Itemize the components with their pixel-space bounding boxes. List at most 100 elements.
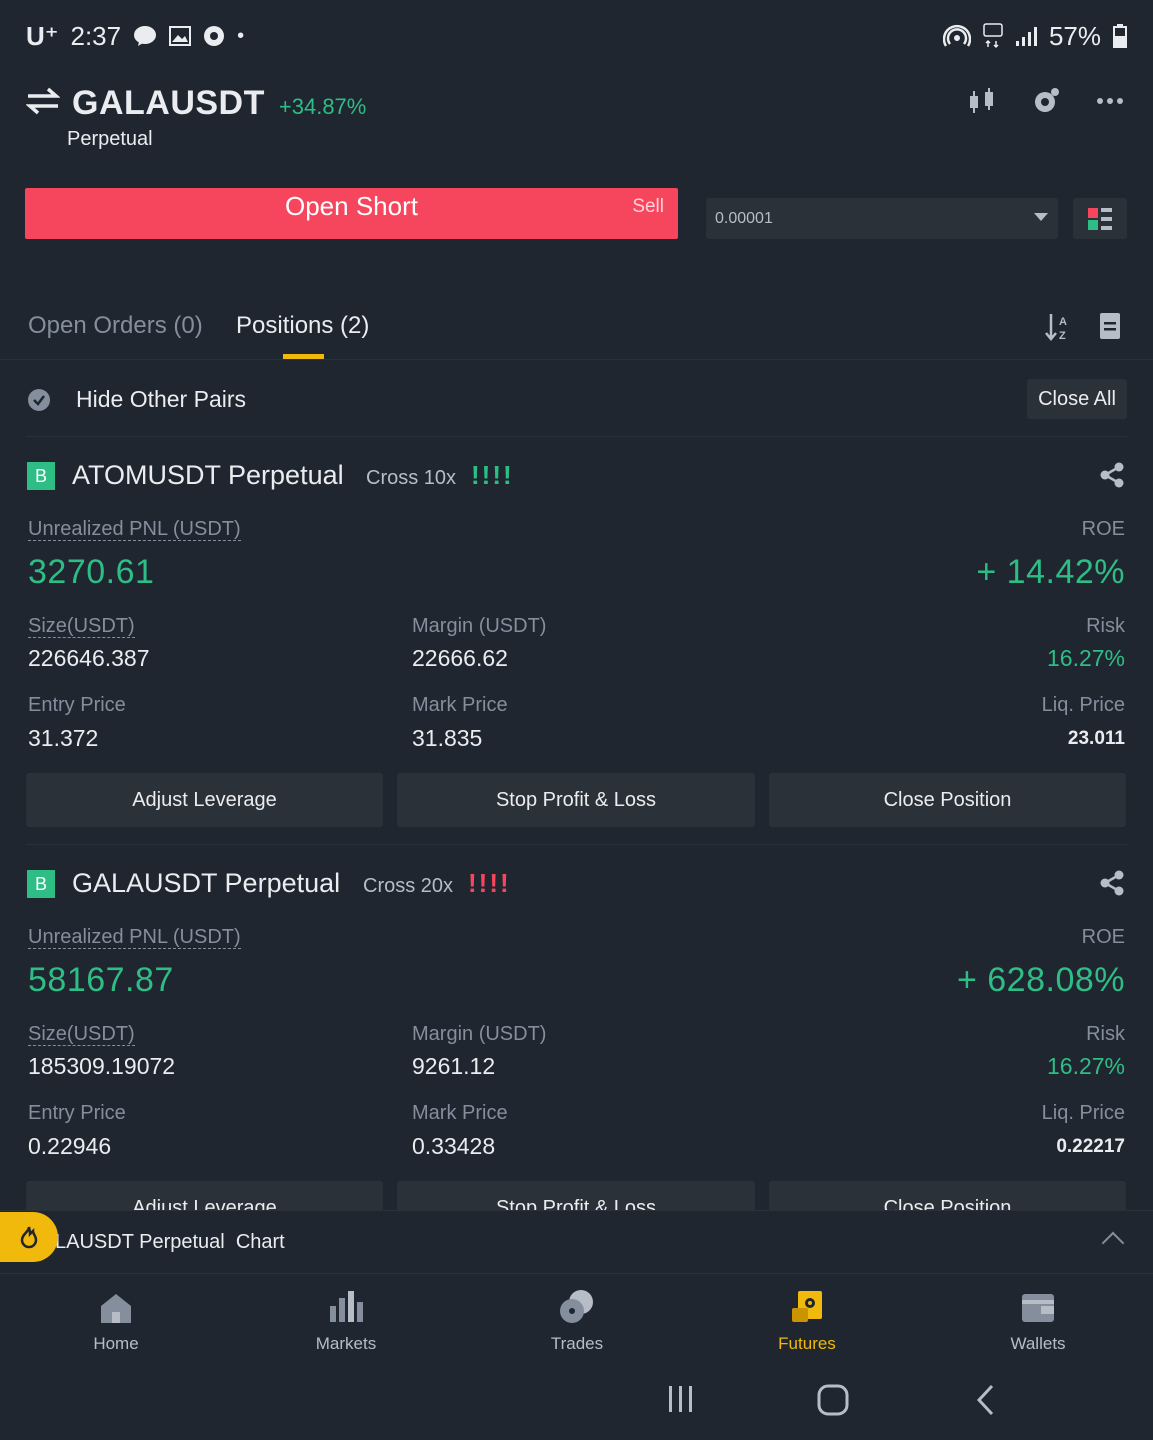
5g-icon xyxy=(983,23,1003,49)
mark-price-value: 31.835 xyxy=(412,725,483,751)
size-label: Size(USDT) xyxy=(28,1023,135,1046)
chevron-up-icon[interactable] xyxy=(1101,1231,1125,1255)
size-label: Size(USDT) xyxy=(28,615,135,638)
share-icon[interactable] xyxy=(1099,462,1125,488)
home-button-icon[interactable] xyxy=(817,1384,849,1421)
futures-icon xyxy=(789,1288,825,1324)
position-symbol[interactable]: ATOMUSDT Perpetual xyxy=(72,460,344,490)
talk-icon xyxy=(133,25,157,47)
orderbook-layout-button[interactable] xyxy=(1073,198,1127,239)
hide-other-pairs-toggle[interactable]: Hide Other Pairs xyxy=(28,386,246,413)
liq-price-value: 23.011 xyxy=(1067,728,1125,749)
stop-profit-loss-button[interactable]: Stop Profit & Loss xyxy=(397,773,755,827)
liq-price-value: 0.22217 xyxy=(1056,1136,1125,1157)
margin-value: 22666.62 xyxy=(412,645,508,671)
close-position-button[interactable]: Close Position xyxy=(769,1181,1126,1210)
back-icon[interactable] xyxy=(974,1384,998,1421)
svg-text:A: A xyxy=(1059,316,1067,328)
entry-price-value: 0.22946 xyxy=(28,1133,112,1159)
header-actions xyxy=(967,86,1125,116)
position-card: B GALAUSDT Perpetual Cross 20x !!!! Unre… xyxy=(0,844,1153,1210)
hotspot-icon xyxy=(942,24,971,48)
size-value: 185309.19072 xyxy=(28,1053,176,1079)
bottom-nav: Home Markets Trades Futures Wallets xyxy=(0,1273,1153,1369)
chrome-icon xyxy=(203,25,225,47)
card-divider xyxy=(26,844,1127,845)
history-icon[interactable] xyxy=(1099,312,1121,347)
chart-drawer[interactable]: LAUSDT Perpetual Chart xyxy=(0,1210,1153,1274)
tab-divider xyxy=(0,359,1153,360)
system-nav-bar xyxy=(0,1368,1153,1440)
risk-label: Risk xyxy=(1086,1023,1125,1045)
fire-icon xyxy=(20,1226,38,1249)
chart-drawer-label: LAUSDT Perpetual Chart xyxy=(55,1231,285,1253)
candlestick-icon[interactable] xyxy=(967,86,997,116)
nav-markets[interactable]: Markets xyxy=(276,1288,416,1354)
position-symbol[interactable]: GALAUSDT Perpetual xyxy=(72,868,341,898)
tab-positions[interactable]: Positions (2) xyxy=(236,312,370,339)
more-icon[interactable] xyxy=(1095,86,1125,116)
side-badge: B xyxy=(27,870,55,898)
risk-indicator: !!!! xyxy=(471,460,514,490)
close-position-button[interactable]: Close Position xyxy=(769,773,1126,827)
stop-profit-loss-button[interactable]: Stop Profit & Loss xyxy=(397,1181,755,1210)
adjust-leverage-button[interactable]: Adjust Leverage xyxy=(26,1181,383,1210)
open-short-button[interactable]: Open Short Sell xyxy=(25,188,678,239)
roe-value: + 628.08% xyxy=(956,961,1125,999)
nav-trades[interactable]: Trades xyxy=(507,1288,647,1354)
position-card: B ATOMUSDT Perpetual Cross 10x !!!! Unre… xyxy=(0,436,1153,844)
entry-price-label: Entry Price xyxy=(28,1102,126,1124)
markets-icon xyxy=(328,1288,364,1324)
trades-icon xyxy=(559,1288,595,1324)
tab-open-orders[interactable]: Open Orders (0) xyxy=(28,312,203,339)
pair-title[interactable]: GALAUSDT xyxy=(72,84,265,122)
liq-price-label: Liq. Price xyxy=(1041,1102,1125,1124)
roe-value: + 14.42% xyxy=(976,553,1125,591)
nav-markets-label: Markets xyxy=(315,1334,377,1353)
pair-change: +34.87% xyxy=(278,93,367,119)
entry-price-label: Entry Price xyxy=(28,694,126,716)
check-icon[interactable] xyxy=(28,388,50,411)
notification-dot: • xyxy=(237,24,245,47)
close-all-button[interactable]: Close All xyxy=(1027,379,1127,419)
caret-down-icon xyxy=(1034,213,1048,221)
mark-price-label: Mark Price xyxy=(412,1102,508,1124)
margin-label: Margin (USDT) xyxy=(412,615,547,637)
nav-futures[interactable]: Futures xyxy=(737,1288,877,1354)
nav-home[interactable]: Home xyxy=(46,1288,186,1354)
filter-divider xyxy=(26,436,1127,437)
nav-home-label: Home xyxy=(93,1334,139,1353)
nav-trades-label: Trades xyxy=(550,1334,604,1353)
home-icon xyxy=(98,1288,134,1324)
precision-value: 0.00001 xyxy=(715,209,773,227)
fire-button[interactable] xyxy=(0,1212,58,1262)
margin-label: Margin (USDT) xyxy=(412,1023,547,1045)
share-icon[interactable] xyxy=(1099,870,1125,896)
risk-label: Risk xyxy=(1086,615,1125,637)
settings-icon[interactable] xyxy=(1031,86,1061,116)
size-value: 226646.387 xyxy=(28,645,150,671)
unrealized-pnl: 3270.61 xyxy=(28,553,155,591)
carrier-label: U⁺ xyxy=(26,20,59,51)
side-badge: B xyxy=(27,462,55,490)
contract-type: Perpetual xyxy=(67,128,153,150)
signal-icon xyxy=(1015,25,1037,47)
mark-price-value: 0.33428 xyxy=(412,1133,496,1159)
price-precision-select[interactable]: 0.00001 xyxy=(706,198,1058,239)
sell-label: Sell xyxy=(632,196,664,217)
battery-percent: 57% xyxy=(1048,20,1101,51)
pair-selector[interactable]: GALAUSDT +34.87% xyxy=(25,84,367,123)
tab-active-indicator xyxy=(283,354,324,359)
swap-icon[interactable] xyxy=(25,87,61,120)
nav-wallets[interactable]: Wallets xyxy=(968,1288,1108,1354)
entry-price-value: 31.372 xyxy=(28,725,99,751)
adjust-leverage-button[interactable]: Adjust Leverage xyxy=(26,773,383,827)
unrealized-pnl: 58167.87 xyxy=(28,961,174,999)
risk-indicator: !!!! xyxy=(468,868,511,898)
position-leverage: Cross 20x xyxy=(363,875,454,897)
recent-apps-icon[interactable] xyxy=(666,1384,696,1419)
open-short-label: Open Short xyxy=(285,191,418,221)
position-leverage: Cross 10x xyxy=(366,467,457,489)
